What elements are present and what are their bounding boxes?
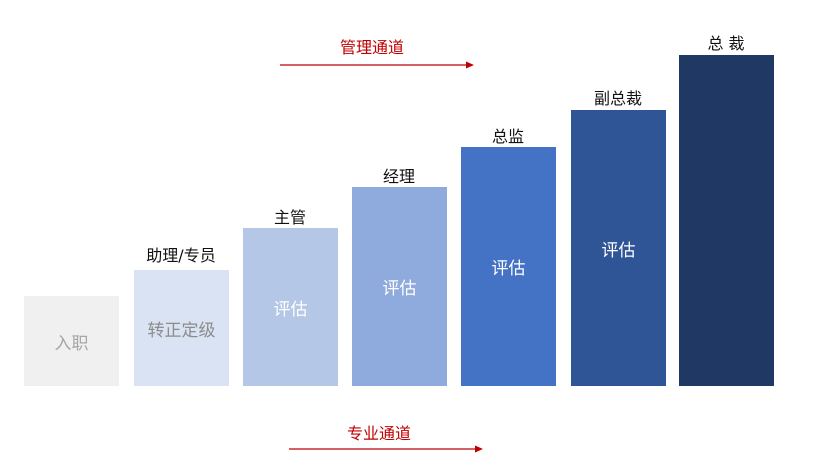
step-box-manager: 评估	[352, 187, 447, 386]
step-inner-text: 转正定级	[147, 320, 216, 341]
step-inner-text: 入职	[54, 333, 89, 354]
step-box-assistant: 转正定级	[134, 270, 229, 386]
step-inner-text: 评估	[491, 259, 526, 279]
step-box-director: 评估	[461, 147, 556, 386]
management-track-arrow	[280, 61, 474, 69]
step-box-onboarding: 入职	[24, 296, 119, 386]
step-box-vice-president: 评估	[571, 110, 666, 386]
step-inner-text: 评估	[382, 279, 417, 299]
step-level-supervisor: 主管	[273, 208, 307, 227]
step-level-manager: 经理	[382, 167, 416, 186]
step-box-president	[679, 55, 774, 386]
step-level-president: 总 裁	[707, 34, 745, 53]
management-track-label: 管理通道	[339, 38, 405, 57]
step-level-vice-president: 副总裁	[593, 89, 643, 108]
professional-track-arrow	[289, 445, 483, 453]
step-inner-text: 评估	[601, 240, 636, 261]
step-level-director: 总监	[491, 127, 525, 146]
step-inner-text: 评估	[273, 299, 308, 320]
professional-track-label: 专业通道	[346, 424, 412, 443]
step-box-supervisor: 评估	[243, 228, 338, 386]
step-level-assistant: 助理/专员	[146, 246, 216, 265]
